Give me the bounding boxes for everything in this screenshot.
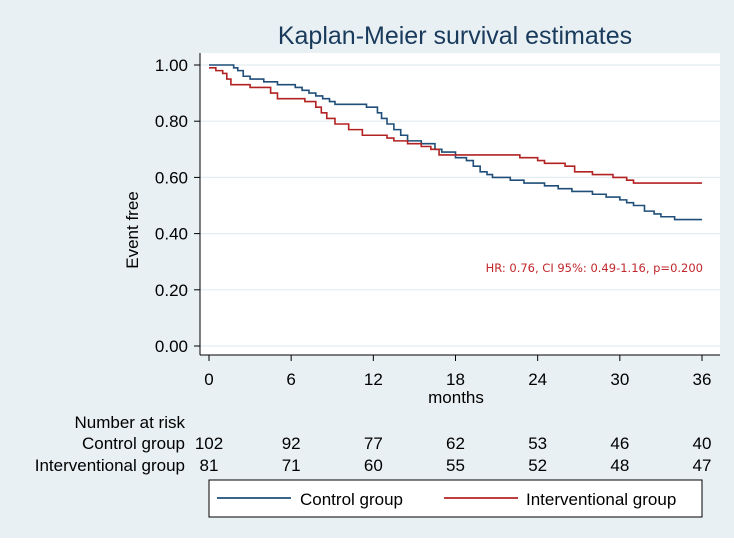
chart-title: Kaplan-Meier survival estimates <box>278 22 632 50</box>
y-tick-label-3: 0.60 <box>155 168 188 187</box>
y-tick-label-2: 0.40 <box>155 225 188 244</box>
risk-value-interventional-6: 47 <box>693 456 712 475</box>
legend-label-interventional: Interventional group <box>526 490 676 509</box>
risk-value-interventional-5: 48 <box>610 456 629 475</box>
risk-value-control-4: 53 <box>528 434 547 453</box>
y-axis-label: Event free <box>123 191 142 269</box>
survival-curves <box>209 64 702 221</box>
x-tick-label-1: 6 <box>286 370 295 389</box>
axes: 0.00 0.20 0.40 0.60 0.80 1.00 0 6 12 18 24 30 36 <box>155 53 720 389</box>
risk-value-control-2: 77 <box>364 434 383 453</box>
x-tick-label-5: 30 <box>610 370 629 389</box>
risk-value-interventional-4: 52 <box>528 456 547 475</box>
x-tick-label-4: 24 <box>528 370 547 389</box>
hazard-ratio-annotation: HR: 0.76, CI 95%: 0.49-1.16, p=0.200 <box>486 261 703 275</box>
grid-lines <box>200 64 720 347</box>
risk-table: Number at risk Control group Interventio… <box>35 413 712 475</box>
series-line-interventional <box>209 67 702 184</box>
legend: Control group Interventional group <box>208 479 703 518</box>
risk-table-title: Number at risk <box>74 413 185 432</box>
y-tick-label-5: 1.00 <box>155 56 188 75</box>
x-tick-label-0: 0 <box>204 370 213 389</box>
risk-value-interventional-2: 60 <box>364 456 383 475</box>
y-tick-label-0: 0.00 <box>155 337 188 356</box>
risk-value-control-3: 62 <box>446 434 465 453</box>
x-tick-label-3: 18 <box>446 370 465 389</box>
risk-value-control-6: 40 <box>693 434 712 453</box>
risk-value-interventional-0: 81 <box>200 456 219 475</box>
risk-value-interventional-1: 71 <box>282 456 301 475</box>
x-tick-label-6: 36 <box>693 370 712 389</box>
x-tick-label-2: 12 <box>364 370 383 389</box>
risk-row-label-interventional: Interventional group <box>35 456 185 475</box>
risk-value-control-5: 46 <box>610 434 629 453</box>
risk-value-interventional-3: 55 <box>446 456 465 475</box>
y-tick-label-1: 0.20 <box>155 281 188 300</box>
x-axis-label: months <box>428 388 484 407</box>
risk-value-control-0: 102 <box>195 434 223 453</box>
risk-values: 102 92 77 62 53 46 40 81 71 60 55 52 48 47 <box>195 434 712 475</box>
legend-label-control: Control group <box>300 490 403 509</box>
risk-row-label-control: Control group <box>82 434 185 453</box>
risk-value-control-1: 92 <box>282 434 301 453</box>
y-tick-label-4: 0.80 <box>155 112 188 131</box>
